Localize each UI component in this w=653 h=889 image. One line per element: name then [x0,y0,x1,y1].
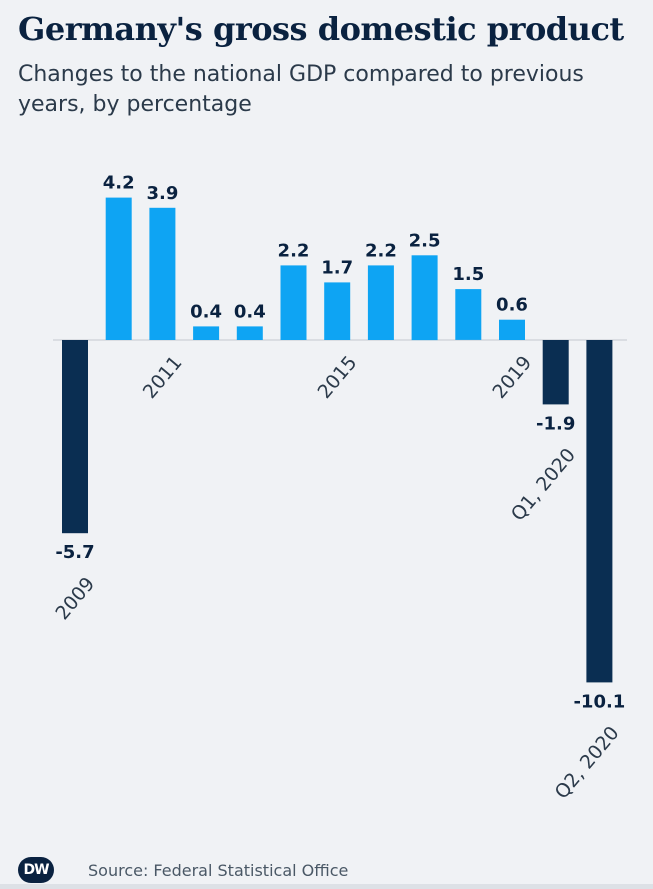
value-label: 0.6 [496,295,528,316]
bar-2015 [324,282,351,340]
bar-2018 [455,289,482,340]
chart-title: Germany's gross domestic product [18,10,624,48]
value-label: -1.9 [536,413,575,434]
bar-q2-2020 [586,340,613,683]
bar-q1-2020 [542,340,569,405]
bar-2009 [62,340,88,534]
value-label: 0.4 [190,301,222,322]
bar-2012 [193,326,220,340]
value-label: 4.2 [103,173,135,194]
value-labels-group: -5.7 4.2 3.9 0.4 0.4 2.2 1.7 2.2 2.5 1.5 0.6 -1.9 -1… [55,173,625,713]
bar-2019 [499,319,525,340]
source-note: Source: Federal Statistical Office [88,860,349,880]
value-label: 3.9 [146,183,178,204]
value-label: 1.5 [452,264,484,285]
x-tick-label: 2011 [139,352,187,403]
chart-subtitle: Changes to the national GDP compared to … [18,62,584,117]
bars-group [62,197,613,683]
x-tick-label: 2009 [51,573,99,624]
bar-2011 [149,207,176,340]
x-tick-label: Q1, 2020 [507,444,580,525]
footer: DW Source: Federal Statistical Office [18,856,348,884]
x-tick-label: Q2, 2020 [551,722,624,803]
bar-2010 [105,197,132,340]
x-tick-label: 2015 [314,352,362,403]
dw-logo: DW [18,857,54,883]
value-label: 2.2 [278,240,310,261]
value-label: 2.2 [365,240,397,261]
value-label: -5.7 [55,542,94,563]
bar-2017 [411,255,438,341]
bar-2016 [367,265,394,340]
bottom-divider [0,884,653,889]
bar-2014 [280,265,307,340]
value-label: -10.1 [573,691,625,712]
value-label: 2.5 [409,230,441,251]
x-tick-label: 2019 [488,352,536,403]
value-label: 1.7 [321,257,353,278]
bar-chart: -5.7 4.2 3.9 0.4 0.4 2.2 1.7 2.2 2.5 1.5 0.6 -1.9 -1… [51,173,627,803]
bar-2013 [236,326,263,340]
value-label: 0.4 [234,301,266,322]
